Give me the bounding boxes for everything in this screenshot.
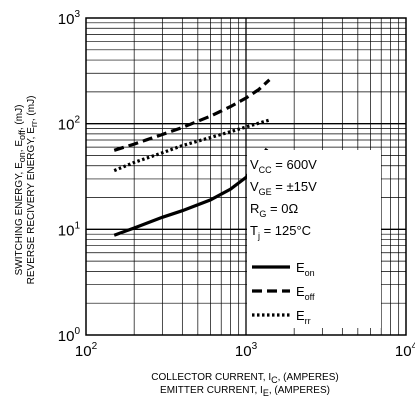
legend: Eon Eoff Err [252, 260, 315, 326]
x-axis-label-line1: COLLECTOR CURRENT, IC, (AMPERES) [151, 372, 338, 385]
y-axis-label-line2: REVERSE RECIVERY ENERGY, Err, (mJ) [26, 96, 39, 285]
axis-ticks: 102 103 104 100 101 102 103 [58, 9, 415, 360]
legend-label-on: Eon [296, 260, 315, 278]
legend-label-off: Eoff [296, 284, 315, 302]
x-axis-label-line2: EMITTER CURRENT, IE, (AMPERES) [160, 385, 330, 398]
legend-label-rr: Err [296, 308, 311, 326]
x-tick-label: 102 [75, 341, 98, 360]
conditions: VCC = 600V VGE = ±15V RG = 0Ω Tj = 125°C [250, 157, 317, 241]
series-line-off [113, 78, 271, 152]
y-tick-label: 101 [58, 220, 81, 239]
y-tick-label: 100 [58, 326, 81, 345]
condition-text: Tj = 125°C [250, 223, 311, 241]
y-axis-label: SWITCHING ENERGY, Eon, Eoff, (mJ) REVERS… [14, 96, 39, 285]
condition-text: VCC = 600V [250, 157, 317, 175]
x-tick-label: 104 [395, 341, 415, 360]
series-line-rr [113, 118, 270, 173]
condition-text: VGE = ±15V [250, 179, 317, 197]
y-axis-label-line1: SWITCHING ENERGY, Eon, Eoff, (mJ) [14, 105, 27, 276]
condition-text: RG = 0Ω [250, 201, 298, 219]
y-tick-label: 102 [58, 115, 81, 134]
legend-box [247, 150, 381, 328]
x-tick-label: 103 [235, 341, 258, 360]
y-tick-label: 103 [58, 9, 81, 28]
plot-frame [85, 17, 407, 336]
